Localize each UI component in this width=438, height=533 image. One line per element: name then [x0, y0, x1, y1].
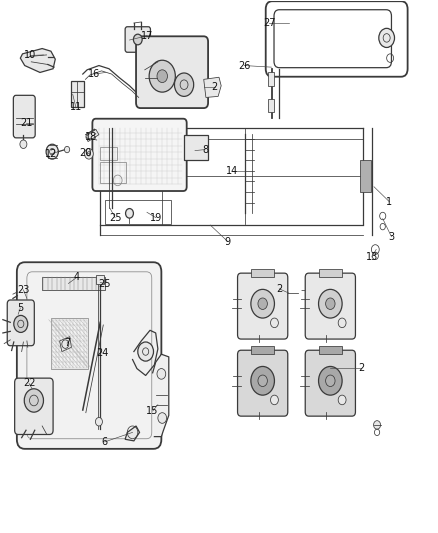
Text: 25: 25	[109, 213, 121, 223]
Bar	[360, 160, 371, 192]
Text: 23: 23	[17, 285, 30, 295]
Text: 6: 6	[102, 437, 108, 447]
Circle shape	[24, 389, 43, 412]
FancyBboxPatch shape	[125, 27, 150, 52]
FancyBboxPatch shape	[13, 95, 35, 138]
Bar	[318, 346, 342, 354]
Text: 16: 16	[88, 69, 101, 79]
Circle shape	[318, 289, 342, 318]
Circle shape	[251, 367, 275, 395]
Circle shape	[338, 318, 346, 328]
Bar	[96, 275, 104, 284]
FancyBboxPatch shape	[17, 262, 161, 449]
Bar	[51, 318, 88, 368]
Text: 20: 20	[80, 148, 92, 158]
Text: 21: 21	[20, 118, 32, 128]
Text: 13: 13	[366, 252, 378, 262]
Bar	[268, 99, 275, 112]
Polygon shape	[133, 330, 158, 375]
FancyBboxPatch shape	[237, 350, 288, 416]
Text: 26: 26	[238, 61, 251, 70]
Polygon shape	[20, 49, 55, 72]
Circle shape	[149, 60, 175, 92]
Text: 10: 10	[24, 51, 36, 60]
Circle shape	[138, 342, 153, 361]
Circle shape	[20, 140, 27, 149]
Circle shape	[251, 289, 275, 318]
Text: 4: 4	[74, 272, 80, 282]
Circle shape	[46, 144, 58, 159]
Circle shape	[14, 316, 28, 333]
Bar	[71, 82, 84, 107]
Polygon shape	[60, 337, 71, 352]
Circle shape	[325, 298, 335, 310]
Circle shape	[374, 421, 381, 429]
Text: 18: 18	[85, 132, 98, 142]
Circle shape	[258, 298, 267, 310]
Circle shape	[258, 375, 267, 386]
Circle shape	[174, 73, 194, 96]
Circle shape	[271, 395, 279, 405]
Polygon shape	[152, 354, 169, 437]
Circle shape	[325, 375, 335, 386]
Bar	[42, 277, 106, 290]
Bar	[268, 72, 275, 86]
Circle shape	[379, 28, 395, 47]
Circle shape	[338, 395, 346, 405]
Bar	[184, 135, 208, 160]
Text: 17: 17	[141, 31, 153, 41]
Text: 27: 27	[263, 18, 276, 28]
Polygon shape	[86, 130, 99, 142]
FancyBboxPatch shape	[14, 378, 53, 434]
Polygon shape	[125, 426, 140, 441]
Bar	[100, 163, 127, 182]
Text: 7: 7	[64, 338, 70, 348]
Circle shape	[126, 208, 134, 218]
Text: 12: 12	[45, 149, 57, 159]
FancyBboxPatch shape	[305, 273, 356, 339]
Text: 19: 19	[149, 213, 162, 223]
Text: 9: 9	[225, 237, 231, 247]
FancyBboxPatch shape	[92, 119, 187, 191]
Text: 14: 14	[226, 166, 238, 176]
Bar	[100, 147, 117, 160]
Circle shape	[318, 367, 342, 395]
Text: 3: 3	[389, 232, 395, 242]
Text: 15: 15	[146, 406, 159, 416]
FancyBboxPatch shape	[136, 36, 208, 108]
FancyBboxPatch shape	[237, 273, 288, 339]
Text: 2: 2	[212, 82, 218, 92]
Bar	[251, 346, 275, 354]
Bar	[251, 269, 275, 277]
Text: 2: 2	[358, 362, 364, 373]
Circle shape	[85, 149, 93, 159]
Text: 5: 5	[17, 303, 24, 313]
Text: 2: 2	[276, 284, 283, 294]
Text: 24: 24	[96, 348, 108, 358]
Text: 22: 22	[23, 378, 35, 389]
Circle shape	[158, 413, 166, 423]
Circle shape	[134, 34, 142, 45]
Circle shape	[64, 147, 70, 153]
Circle shape	[271, 318, 279, 328]
Text: 1: 1	[386, 197, 392, 207]
Polygon shape	[204, 77, 221, 98]
FancyBboxPatch shape	[305, 350, 356, 416]
Circle shape	[95, 417, 102, 426]
Bar	[318, 269, 342, 277]
FancyBboxPatch shape	[7, 300, 34, 346]
Circle shape	[157, 70, 167, 83]
Text: 8: 8	[202, 144, 208, 155]
Text: 25: 25	[99, 279, 111, 288]
Text: 11: 11	[70, 102, 82, 112]
Circle shape	[157, 368, 166, 379]
